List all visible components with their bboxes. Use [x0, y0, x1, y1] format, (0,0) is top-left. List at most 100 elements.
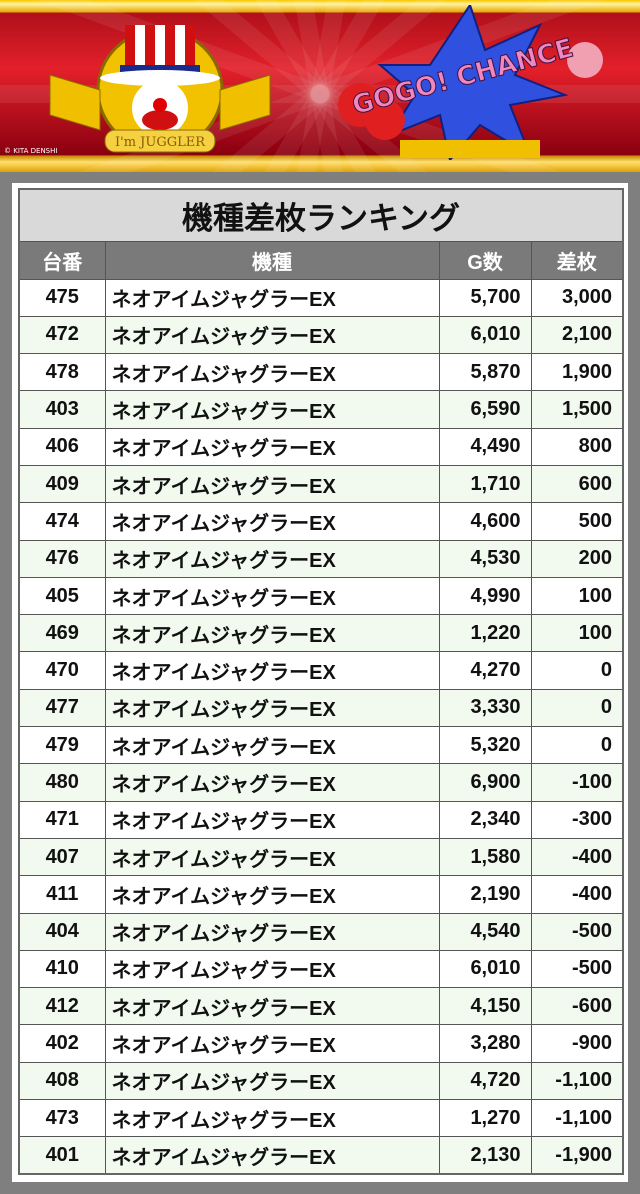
cell-difference: 100: [530, 614, 624, 653]
cell-difference: 0: [530, 726, 624, 765]
cell-machine-number: 402: [18, 1024, 106, 1063]
cell-games: 1,220: [438, 614, 532, 653]
table-row: 478 ネオアイムジャグラーEX 5,870 1,900: [18, 353, 624, 392]
cell-model: ネオアイムジャグラーEX: [104, 278, 440, 317]
cell-games: 5,870: [438, 353, 532, 392]
table-row: 411 ネオアイムジャグラーEX 2,190 -400: [18, 875, 624, 914]
cell-model: ネオアイムジャグラーEX: [104, 651, 440, 690]
cell-machine-number: 401: [18, 1136, 106, 1175]
table-title: 機種差枚ランキング: [18, 188, 624, 242]
cell-model: ネオアイムジャグラーEX: [104, 614, 440, 653]
header-machine-number: 台番: [18, 240, 106, 280]
table-row: 408 ネオアイムジャグラーEX 4,720 -1,100: [18, 1061, 624, 1101]
table-row: 403 ネオアイムジャグラーEX 6,590 1,500: [18, 390, 624, 429]
cell-machine-number: 472: [18, 315, 106, 355]
cell-model: ネオアイムジャグラーEX: [104, 315, 440, 355]
cell-machine-number: 477: [18, 688, 106, 728]
cell-machine-number: 478: [18, 353, 106, 392]
cell-machine-number: 412: [18, 987, 106, 1026]
cell-model: ネオアイムジャグラーEX: [104, 427, 440, 466]
cell-model: ネオアイムジャグラーEX: [104, 949, 440, 989]
cell-machine-number: 407: [18, 837, 106, 877]
cell-model: ネオアイムジャグラーEX: [104, 539, 440, 578]
header-model: 機種: [104, 240, 440, 280]
cell-difference: 600: [530, 464, 624, 504]
table-row: 469 ネオアイムジャグラーEX 1,220 100: [18, 614, 624, 653]
cell-games: 2,190: [438, 875, 532, 914]
cell-machine-number: 406: [18, 427, 106, 466]
cell-games: 4,270: [438, 651, 532, 690]
juggler-banner: I'm JUGGLER GOGO! CHANCE © KITA DENSHI: [0, 0, 640, 172]
table-row: 410 ネオアイムジャグラーEX 6,010 -500: [18, 949, 624, 989]
im-juggler-logo: I'm JUGGLER: [49, 25, 271, 153]
cell-difference: 500: [530, 502, 624, 541]
header-difference: 差枚: [530, 240, 624, 280]
table-row: 406 ネオアイムジャグラーEX 4,490 800: [18, 427, 624, 466]
cell-machine-number: 470: [18, 651, 106, 690]
cell-games: 5,320: [438, 726, 532, 765]
cell-machine-number: 408: [18, 1061, 106, 1101]
cell-difference: -500: [530, 949, 624, 989]
cell-difference: -300: [530, 800, 624, 839]
cell-model: ネオアイムジャグラーEX: [104, 1099, 440, 1138]
copyright-text: © KITA DENSHI: [4, 147, 58, 155]
cell-games: 2,130: [438, 1136, 532, 1175]
cell-games: 5,700: [438, 278, 532, 317]
cell-model: ネオアイムジャグラーEX: [104, 1136, 440, 1175]
cell-difference: 2,100: [530, 315, 624, 355]
table-row: 476 ネオアイムジャグラーEX 4,530 200: [18, 539, 624, 578]
cell-model: ネオアイムジャグラーEX: [104, 987, 440, 1026]
cell-games: 1,710: [438, 464, 532, 504]
cell-machine-number: 475: [18, 278, 106, 317]
cell-machine-number: 471: [18, 800, 106, 839]
table-row: 472 ネオアイムジャグラーEX 6,010 2,100: [18, 315, 624, 355]
cell-games: 2,340: [438, 800, 532, 839]
cell-games: 4,490: [438, 427, 532, 466]
cell-model: ネオアイムジャグラーEX: [104, 353, 440, 392]
table-row: 479 ネオアイムジャグラーEX 5,320 0: [18, 726, 624, 765]
table-row: 407 ネオアイムジャグラーEX 1,580 -400: [18, 837, 624, 877]
cell-games: 1,270: [438, 1099, 532, 1138]
cell-games: 6,010: [438, 315, 532, 355]
cell-model: ネオアイムジャグラーEX: [104, 726, 440, 765]
table-row: 404 ネオアイムジャグラーEX 4,540 -500: [18, 912, 624, 951]
cell-machine-number: 409: [18, 464, 106, 504]
logo-left-text: I'm JUGGLER: [115, 135, 206, 150]
cell-difference: 100: [530, 576, 624, 616]
table-row: 412 ネオアイムジャグラーEX 4,150 -600: [18, 987, 624, 1026]
table-row: 409 ネオアイムジャグラーEX 1,710 600: [18, 464, 624, 504]
header-games: G数: [438, 240, 532, 280]
cell-difference: -400: [530, 875, 624, 914]
cell-machine-number: 410: [18, 949, 106, 989]
cell-games: 6,590: [438, 390, 532, 429]
ranking-table: 機種差枚ランキング 台番 機種 G数 差枚 475 ネオアイムジャグラーEX 5,7…: [18, 188, 625, 1176]
cell-difference: -900: [530, 1024, 624, 1063]
cell-difference: 1,900: [530, 353, 624, 392]
cell-difference: 0: [530, 688, 624, 728]
table-row: 405 ネオアイムジャグラーEX 4,990 100: [18, 576, 624, 616]
cell-model: ネオアイムジャグラーEX: [104, 576, 440, 616]
cell-games: 4,530: [438, 539, 532, 578]
cell-model: ネオアイムジャグラーEX: [104, 800, 440, 839]
cell-model: ネオアイムジャグラーEX: [104, 875, 440, 914]
cell-model: ネオアイムジャグラーEX: [104, 502, 440, 541]
cell-model: ネオアイムジャグラーEX: [104, 912, 440, 951]
table-row: 480 ネオアイムジャグラーEX 6,900 -100: [18, 763, 624, 802]
table-row: 477 ネオアイムジャグラーEX 3,330 0: [18, 688, 624, 728]
cell-games: 6,900: [438, 763, 532, 802]
cell-model: ネオアイムジャグラーEX: [104, 1024, 440, 1063]
cell-machine-number: 474: [18, 502, 106, 541]
table-row: 474 ネオアイムジャグラーEX 4,600 500: [18, 502, 624, 541]
cell-difference: -100: [530, 763, 624, 802]
cell-machine-number: 476: [18, 539, 106, 578]
cell-games: 3,280: [438, 1024, 532, 1063]
cell-difference: -1,100: [530, 1099, 624, 1138]
cell-difference: -1,100: [530, 1061, 624, 1101]
cell-model: ネオアイムジャグラーEX: [104, 1061, 440, 1101]
cell-model: ネオアイムジャグラーEX: [104, 390, 440, 429]
table-row: 402 ネオアイムジャグラーEX 3,280 -900: [18, 1024, 624, 1063]
cell-games: 4,150: [438, 987, 532, 1026]
cell-games: 6,010: [438, 949, 532, 989]
cell-games: 4,720: [438, 1061, 532, 1101]
table-row: 471 ネオアイムジャグラーEX 2,340 -300: [18, 800, 624, 839]
